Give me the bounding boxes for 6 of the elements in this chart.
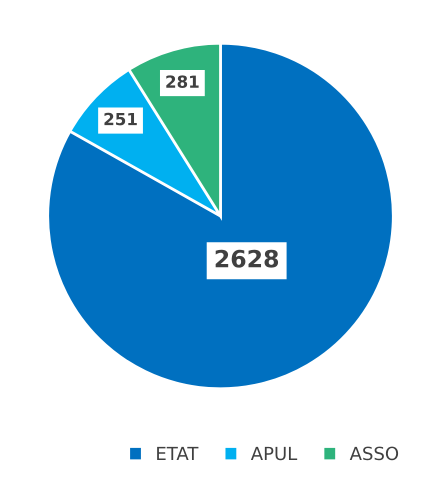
data-label: 2628: [216, 250, 278, 268]
data-label: 251: [104, 112, 137, 126]
data-label: 281: [166, 75, 199, 88]
legend-label: ETAT: [157, 446, 198, 460]
legend-label: ASSO: [350, 446, 398, 460]
legend-label: APUL: [250, 446, 298, 460]
